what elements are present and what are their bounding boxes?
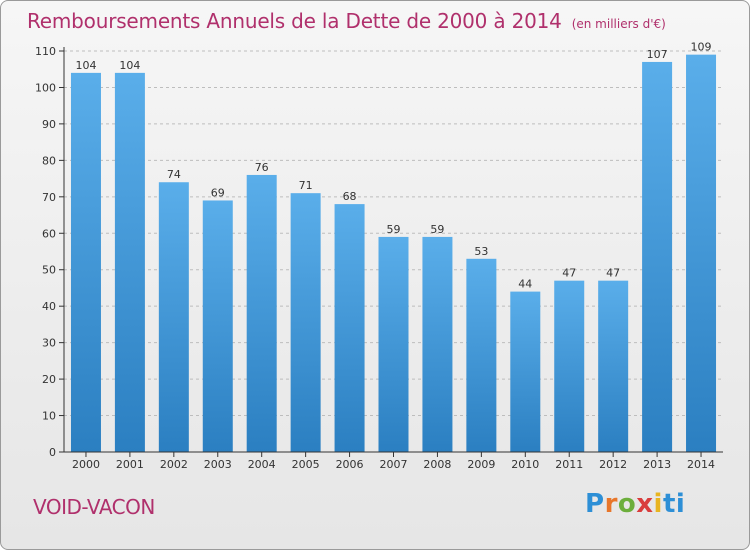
bar bbox=[466, 258, 497, 452]
bar bbox=[422, 236, 453, 452]
axes: 0 10 20 30 40 50 60 70 80 90 100 110 2000 2001 2002 200… bbox=[35, 45, 723, 471]
bar bbox=[70, 72, 101, 452]
bar bbox=[554, 280, 585, 452]
data-label: 47 bbox=[562, 267, 576, 280]
bar bbox=[510, 291, 541, 452]
logo-letter: o bbox=[617, 489, 637, 519]
bar bbox=[290, 193, 321, 452]
x-tick-label: 2008 bbox=[423, 458, 451, 471]
town-name: VOID-VACON bbox=[33, 495, 155, 519]
y-tick-label: 110 bbox=[35, 45, 56, 58]
data-label: 59 bbox=[387, 223, 401, 236]
data-label: 74 bbox=[167, 168, 181, 181]
x-tick-label: 2005 bbox=[292, 458, 320, 471]
data-label: 104 bbox=[119, 59, 140, 72]
logo-letter: x bbox=[636, 489, 654, 519]
bars: 104 104 74 69 76 71 68 59 59 53 44 47 47 107 109 bbox=[70, 41, 717, 453]
x-tick-label: 2009 bbox=[467, 458, 495, 471]
y-tick-label: 30 bbox=[42, 337, 56, 350]
bar bbox=[158, 182, 189, 452]
data-label: 109 bbox=[691, 41, 712, 54]
x-tick-label: 2006 bbox=[336, 458, 364, 471]
x-tick-label: 2003 bbox=[204, 458, 232, 471]
x-tick-label: 2011 bbox=[555, 458, 583, 471]
x-tick-label: 2012 bbox=[599, 458, 627, 471]
x-tick-label: 2001 bbox=[116, 458, 144, 471]
data-label: 69 bbox=[211, 186, 225, 199]
data-label: 47 bbox=[606, 267, 620, 280]
x-tick-label: 2007 bbox=[380, 458, 408, 471]
logo-letter: i bbox=[653, 489, 663, 519]
data-label: 53 bbox=[474, 245, 488, 258]
x-tick-label: 2013 bbox=[643, 458, 671, 471]
logo-letter: t bbox=[662, 489, 676, 519]
y-tick-label: 60 bbox=[42, 227, 56, 240]
data-label: 71 bbox=[299, 179, 313, 192]
bar bbox=[334, 204, 365, 452]
x-tick-label: 2004 bbox=[248, 458, 276, 471]
bar bbox=[114, 72, 145, 452]
y-tick-label: 0 bbox=[49, 446, 56, 459]
proxiti-logo[interactable]: Proxiti bbox=[585, 489, 685, 519]
y-tick-label: 20 bbox=[42, 373, 56, 386]
x-tick-label: 2002 bbox=[160, 458, 188, 471]
data-label: 59 bbox=[430, 223, 444, 236]
logo-letter: P bbox=[585, 489, 605, 519]
y-tick-label: 40 bbox=[42, 300, 56, 313]
logo-letter: r bbox=[604, 489, 618, 519]
bar bbox=[202, 200, 233, 452]
bar bbox=[246, 174, 277, 453]
data-label: 76 bbox=[255, 161, 269, 174]
data-label: 44 bbox=[518, 278, 532, 291]
y-tick-label: 100 bbox=[35, 81, 56, 94]
chart-unit-note: (en milliers d'€) bbox=[571, 17, 666, 31]
chart-title: Remboursements Annuels de la Dette de 20… bbox=[27, 9, 666, 33]
y-tick-label: 50 bbox=[42, 264, 56, 277]
y-tick-label: 80 bbox=[42, 154, 56, 167]
data-label: 104 bbox=[75, 59, 96, 72]
x-tick-label: 2014 bbox=[687, 458, 715, 471]
bar bbox=[598, 280, 629, 452]
bar bbox=[378, 236, 409, 452]
y-tick-label: 10 bbox=[42, 410, 56, 423]
logo-letter: i bbox=[675, 489, 686, 519]
x-tick-label: 2010 bbox=[511, 458, 539, 471]
bar bbox=[642, 61, 673, 452]
y-tick-label: 70 bbox=[42, 191, 56, 204]
data-label: 68 bbox=[343, 190, 357, 203]
y-tick-label: 90 bbox=[42, 118, 56, 131]
chart-title-text: Remboursements Annuels de la Dette de 20… bbox=[27, 9, 562, 33]
bar bbox=[686, 54, 717, 453]
x-tick-label: 2000 bbox=[72, 458, 100, 471]
data-label: 107 bbox=[647, 48, 668, 61]
